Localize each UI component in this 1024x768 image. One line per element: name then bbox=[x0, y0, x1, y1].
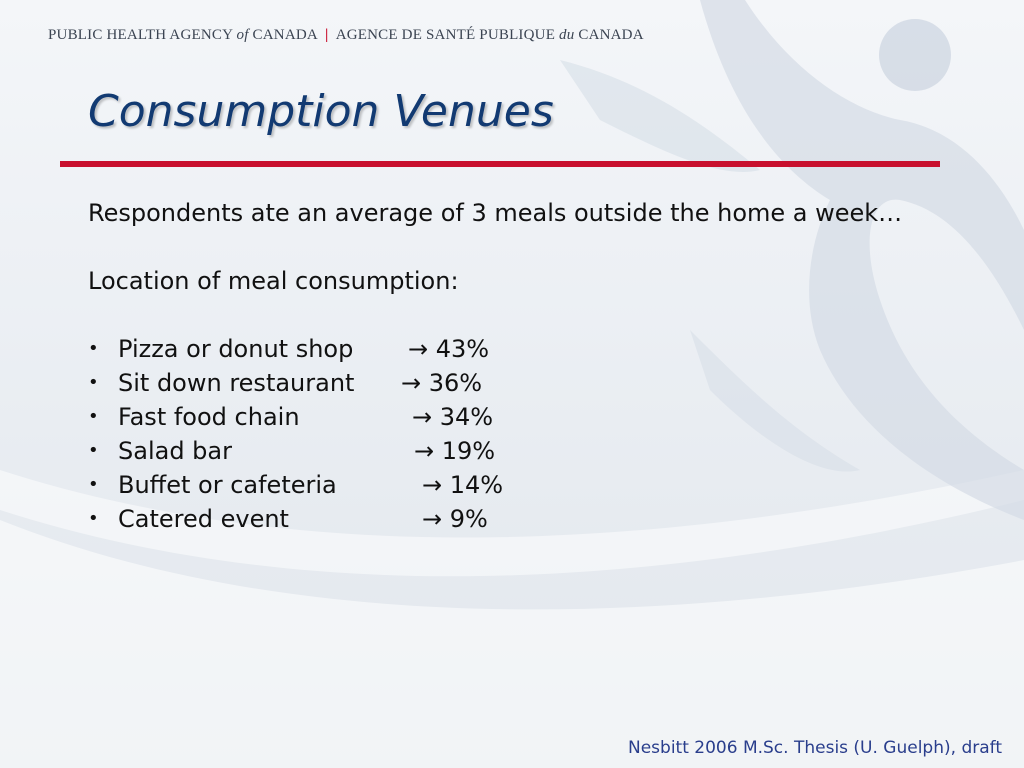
venue-label: Fast food chain bbox=[118, 403, 300, 431]
venue-list-item: • Sit down restaurant → 36% bbox=[88, 366, 948, 400]
citation-footer: Nesbitt 2006 M.Sc. Thesis (U. Guelph), d… bbox=[628, 738, 1002, 758]
bullet-icon: • bbox=[88, 372, 99, 393]
venue-label: Sit down restaurant bbox=[118, 369, 355, 397]
arrow-right-icon: → bbox=[401, 369, 422, 397]
venue-label: Pizza or donut shop bbox=[118, 335, 354, 363]
venue-percentage: 9% bbox=[449, 505, 488, 533]
bullet-icon: • bbox=[88, 474, 99, 495]
arrow-right-icon: → bbox=[422, 471, 443, 499]
header-agency-fr: AGENCE DE SANTÉ PUBLIQUE bbox=[335, 27, 560, 43]
venue-percentage: 34% bbox=[439, 403, 494, 431]
arrow-right-icon: → bbox=[422, 505, 443, 533]
arrow-right-icon: → bbox=[414, 437, 435, 465]
bullet-icon: • bbox=[88, 338, 99, 359]
header-agency-en-country: CANADA bbox=[248, 27, 318, 43]
intro-text: Respondents ate an average of 3 meals ou… bbox=[88, 199, 903, 227]
slide-body: Respondents ate an average of 3 meals ou… bbox=[88, 196, 948, 536]
venue-label: Salad bar bbox=[118, 437, 232, 465]
header-agency-fr-du: du bbox=[559, 27, 575, 43]
arrow-right-icon: → bbox=[408, 335, 429, 363]
bullet-icon: • bbox=[88, 508, 99, 529]
bullet-icon: • bbox=[88, 440, 99, 461]
header-agency-fr-country: CANADA bbox=[574, 27, 644, 43]
slide-title: Consumption Venues bbox=[88, 86, 554, 137]
venue-list-item: • Catered event → 9% bbox=[88, 502, 948, 536]
venue-label: Buffet or cafeteria bbox=[118, 471, 337, 499]
arrow-right-icon: → bbox=[412, 403, 433, 431]
venue-percentage: 43% bbox=[435, 335, 490, 363]
title-divider bbox=[60, 161, 940, 167]
header-agency-en: PUBLIC HEALTH AGENCY bbox=[48, 27, 237, 43]
venue-list: • Pizza or donut shop → 43% • Sit down resta… bbox=[88, 332, 948, 536]
header-agency-en-of: of bbox=[236, 27, 249, 43]
venue-percentage: 36% bbox=[428, 369, 483, 397]
venue-list-item: • Fast food chain → 34% bbox=[88, 400, 948, 434]
subheading: Location of meal consumption: bbox=[88, 267, 459, 295]
bullet-icon: • bbox=[88, 406, 99, 427]
venue-list-item: • Buffet or cafeteria → 14% bbox=[88, 468, 948, 502]
venue-list-item: • Salad bar → 19% bbox=[88, 434, 948, 468]
header-separator: | bbox=[325, 27, 329, 43]
venue-list-item: • Pizza or donut shop → 43% bbox=[88, 332, 948, 366]
agency-header: PUBLIC HEALTH AGENCY of CANADA | AGENCE … bbox=[48, 27, 644, 47]
venue-label: Catered event bbox=[118, 505, 289, 533]
venue-percentage: 19% bbox=[441, 437, 496, 465]
venue-percentage: 14% bbox=[449, 471, 504, 499]
